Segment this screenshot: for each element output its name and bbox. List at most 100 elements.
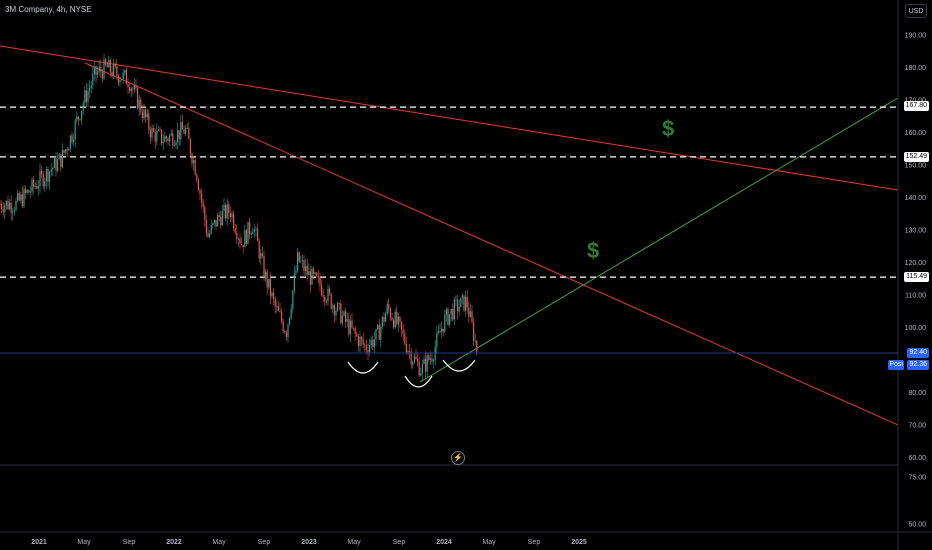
- currency-button[interactable]: USD: [905, 4, 927, 18]
- candle-body: [148, 113, 150, 130]
- candle-body: [260, 253, 262, 259]
- candle-body: [284, 330, 286, 333]
- lightning-icon[interactable]: ⚡: [451, 451, 465, 465]
- candle-body: [476, 340, 478, 352]
- candle-body: [239, 238, 241, 244]
- candle-body: [253, 229, 255, 232]
- candle-body: [295, 270, 297, 274]
- candle-body: [106, 64, 108, 68]
- candle-body: [127, 84, 129, 88]
- y-tick-label: 70.00: [908, 423, 926, 430]
- candle-body: [242, 244, 244, 248]
- candle-body: [212, 223, 214, 226]
- position-label[interactable]: Posi: [888, 360, 904, 370]
- candle-body: [42, 173, 44, 187]
- candle-body: [180, 122, 182, 140]
- x-tick-label: 2023: [301, 539, 317, 546]
- candle-body: [245, 230, 247, 244]
- candle-body: [436, 333, 438, 347]
- candle-body: [130, 88, 132, 92]
- candle-body: [378, 325, 380, 340]
- candle-body: [34, 186, 36, 187]
- candle-body: [162, 141, 164, 144]
- candle-body: [441, 328, 443, 333]
- candle-body: [12, 211, 14, 213]
- candle-body: [191, 153, 193, 164]
- candle-body: [293, 273, 295, 291]
- candle-body: [402, 330, 404, 334]
- level-label-152: 152.49: [903, 152, 929, 162]
- candle-body: [172, 133, 174, 146]
- candle-body: [124, 70, 126, 73]
- candle-body: [221, 211, 223, 226]
- x-tick-label: Sep: [123, 539, 136, 546]
- x-tick-label: May: [347, 539, 361, 546]
- candle-body: [23, 188, 25, 207]
- candle-body: [177, 130, 179, 143]
- candle-body: [359, 336, 361, 347]
- y-tick-label: 150.00: [905, 163, 927, 170]
- candle-body: [345, 311, 347, 322]
- candle-body: [420, 373, 422, 376]
- candle-body: [377, 325, 379, 330]
- candle-body: [194, 159, 196, 175]
- candle-body: [301, 260, 303, 262]
- candle-body: [193, 159, 195, 164]
- candle-body: [421, 363, 423, 374]
- candle-body: [367, 350, 369, 353]
- candle-body: [18, 193, 20, 201]
- support-trendline: [419, 97, 899, 383]
- candle-body: [82, 103, 84, 111]
- candle-body: [401, 321, 403, 331]
- candle-body: [178, 130, 180, 140]
- candle-body: [181, 122, 183, 130]
- candle-body: [17, 193, 19, 201]
- candle-body: [373, 339, 375, 347]
- y-tick-label: 130.00: [905, 228, 927, 235]
- candle-body: [122, 72, 124, 80]
- candle-body: [133, 85, 135, 90]
- x-tick-label: Sep: [528, 539, 541, 546]
- candle-body: [261, 253, 263, 257]
- candle-body: [322, 295, 324, 297]
- candle-body: [309, 271, 311, 285]
- bottom-arc: [404, 375, 433, 388]
- candle-body: [356, 333, 358, 336]
- candle-body: [439, 331, 441, 333]
- candle-body: [273, 292, 275, 299]
- candle-body: [383, 316, 385, 322]
- candle-body: [68, 148, 70, 151]
- candle-body: [138, 99, 140, 109]
- candle-body: [365, 345, 367, 351]
- candle-body: [140, 99, 142, 113]
- candle-body: [276, 306, 278, 308]
- y-tick-label: 75.00: [908, 475, 926, 482]
- x-tick-label: May: [77, 539, 91, 546]
- candle-body: [217, 215, 219, 227]
- candle-body: [146, 113, 148, 118]
- candle-body: [393, 320, 395, 328]
- candle-body: [143, 109, 145, 119]
- level-label-115: 115.49: [904, 272, 929, 282]
- candle-body: [175, 142, 177, 146]
- candle-body: [289, 317, 291, 325]
- candle-body: [149, 129, 151, 138]
- candle-body: [357, 335, 359, 347]
- candle-body: [453, 299, 455, 320]
- candle-body: [466, 296, 468, 308]
- dollar-icon: $: [662, 116, 675, 141]
- candle-body: [337, 303, 339, 311]
- candle-body: [220, 216, 222, 226]
- candle-body: [53, 157, 55, 168]
- candle-body: [327, 288, 329, 302]
- candle-body: [41, 171, 43, 174]
- candle-body: [231, 213, 233, 218]
- candle-body: [362, 339, 364, 345]
- candle-body: [73, 139, 75, 142]
- candle-body: [21, 194, 23, 207]
- x-tick-label: 2025: [571, 539, 587, 546]
- candle-body: [394, 311, 396, 328]
- candle-body: [349, 320, 351, 335]
- candle-body: [311, 268, 313, 285]
